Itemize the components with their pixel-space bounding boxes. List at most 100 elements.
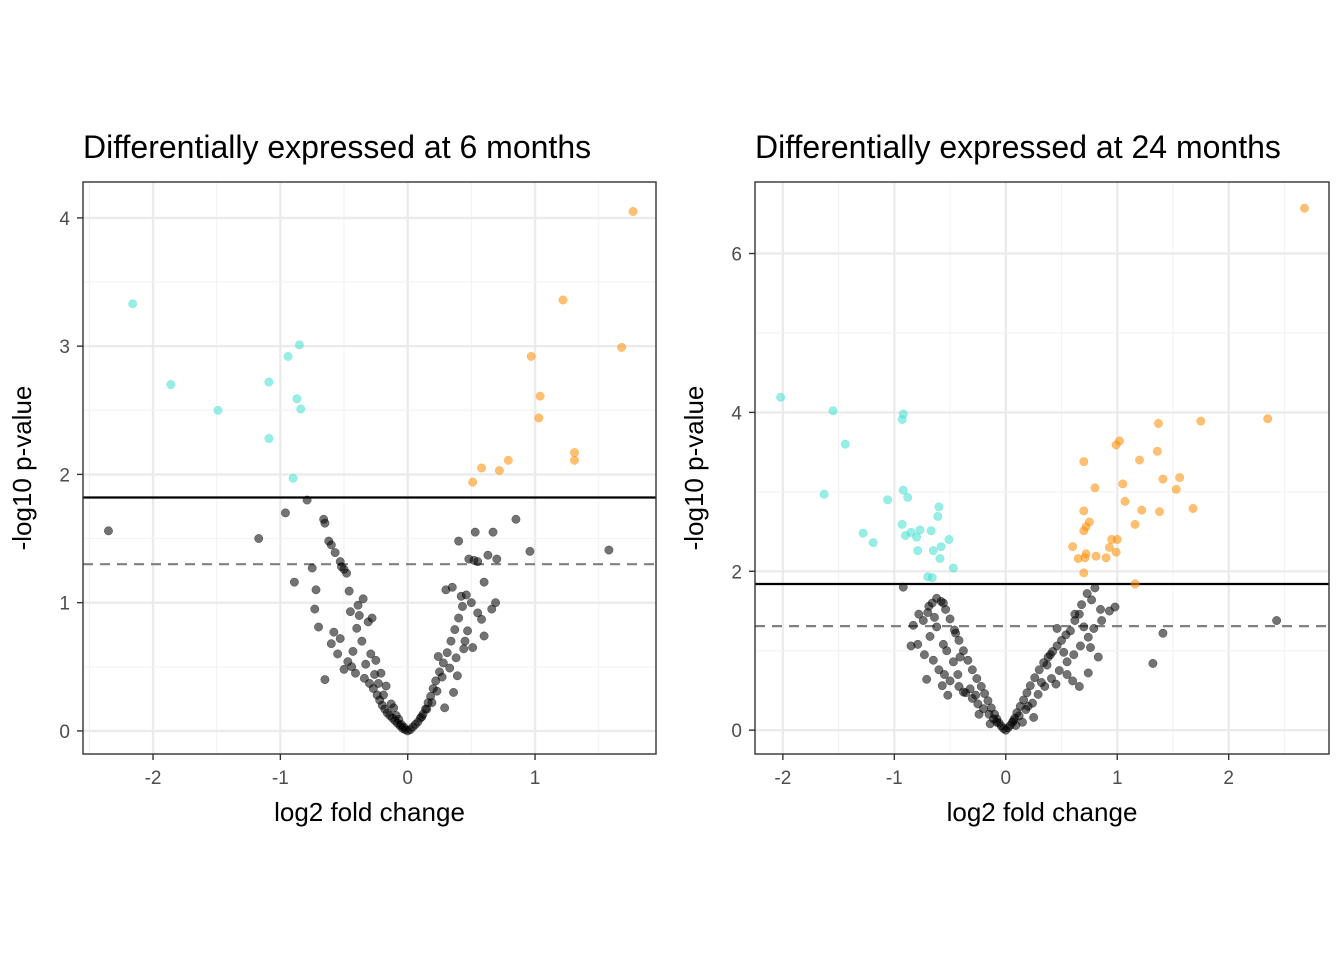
point-ns [1052, 624, 1062, 633]
point-down [898, 485, 908, 495]
point-ns [925, 631, 935, 641]
point-ns [463, 626, 472, 636]
point-ns [491, 598, 501, 608]
point-ns [339, 664, 349, 674]
point-ns [1076, 641, 1085, 651]
point-down [166, 380, 176, 390]
point-up [1175, 473, 1185, 482]
x-tick-label: 0 [1000, 768, 1011, 789]
point-down [292, 394, 302, 404]
point-up [617, 342, 627, 352]
point-ns [1062, 657, 1072, 667]
point-ns [924, 601, 934, 611]
point-ns [379, 690, 388, 700]
point-up [1079, 568, 1089, 578]
point-ns [473, 557, 483, 567]
point-up [1171, 485, 1181, 494]
point-ns [1083, 668, 1093, 678]
point-down [883, 495, 893, 505]
data-points [104, 207, 638, 736]
point-ns [454, 613, 464, 623]
point-ns [445, 663, 455, 673]
point-up [1135, 455, 1144, 465]
point-ns [972, 674, 982, 683]
point-up [526, 351, 536, 361]
point-down [295, 340, 304, 350]
point-ns [376, 668, 386, 678]
point-ns [983, 696, 993, 706]
point-ns [525, 546, 535, 556]
point-up [628, 207, 638, 216]
x-tick-label: 1 [1112, 768, 1123, 789]
point-ns [333, 649, 343, 659]
x-tick-label: -2 [145, 768, 162, 789]
threshold-lines [83, 496, 656, 566]
point-ns [1011, 720, 1021, 730]
point-ns [908, 620, 918, 630]
point-up [1158, 474, 1168, 484]
point-ns [929, 612, 939, 622]
point-up [570, 455, 579, 465]
point-ns [940, 670, 949, 680]
point-ns [1089, 624, 1099, 633]
point-down [283, 351, 293, 361]
point-down [926, 526, 936, 536]
point-ns [335, 634, 345, 644]
point-ns [1079, 622, 1089, 632]
point-ns [330, 548, 340, 558]
point-ns [456, 591, 466, 601]
volcano-plot-24-months: Differentially expressed at 24 months -2… [679, 129, 1330, 827]
point-ns [281, 508, 290, 518]
point-down [858, 528, 868, 538]
plot-title: Differentially expressed at 24 months [755, 129, 1281, 165]
point-ns [466, 598, 476, 608]
data-points [776, 203, 1309, 735]
point-ns [511, 514, 521, 524]
y-axis-ticks: 0 1 2 3 4 [59, 209, 83, 743]
point-ns [427, 698, 437, 708]
point-up [1079, 506, 1089, 516]
point-ns [945, 676, 955, 686]
point-ns [345, 607, 355, 617]
point-up [1079, 526, 1089, 536]
point-down [819, 489, 829, 499]
point-ns [948, 657, 958, 667]
point-down [934, 502, 944, 512]
point-ns [963, 655, 973, 665]
point-ns [302, 495, 312, 505]
point-up [1090, 483, 1100, 493]
point-ns [363, 617, 373, 627]
y-tick-label: 0 [59, 722, 70, 743]
point-up [1130, 519, 1140, 529]
y-tick-label: 3 [59, 337, 70, 358]
point-up [1112, 535, 1122, 544]
point-ns [1062, 670, 1072, 680]
point-up [534, 413, 544, 423]
x-tick-label: 2 [1223, 768, 1234, 789]
point-ns [357, 636, 367, 646]
point-ns [477, 614, 487, 624]
point-ns [348, 646, 358, 656]
point-ns [422, 704, 432, 714]
point-up [1104, 542, 1114, 552]
point-ns [104, 526, 113, 536]
point-ns [1272, 616, 1282, 625]
x-axis-ticks: -2 -1 0 1 2 [774, 754, 1234, 789]
x-tick-label: -2 [774, 768, 791, 789]
point-ns [954, 635, 964, 645]
point-down [296, 404, 306, 414]
point-up [1263, 414, 1273, 424]
point-ns [1110, 602, 1120, 612]
point-ns [922, 674, 932, 684]
point-ns [454, 536, 464, 546]
point-down [927, 573, 937, 583]
point-ns [1082, 589, 1092, 598]
point-down [868, 538, 878, 548]
point-ns [1097, 616, 1107, 625]
point-up [1152, 446, 1162, 456]
point-ns [320, 518, 330, 528]
y-tick-label: 4 [731, 403, 742, 424]
point-ns [460, 636, 470, 646]
point-ns [965, 684, 975, 694]
point-down [264, 434, 274, 443]
